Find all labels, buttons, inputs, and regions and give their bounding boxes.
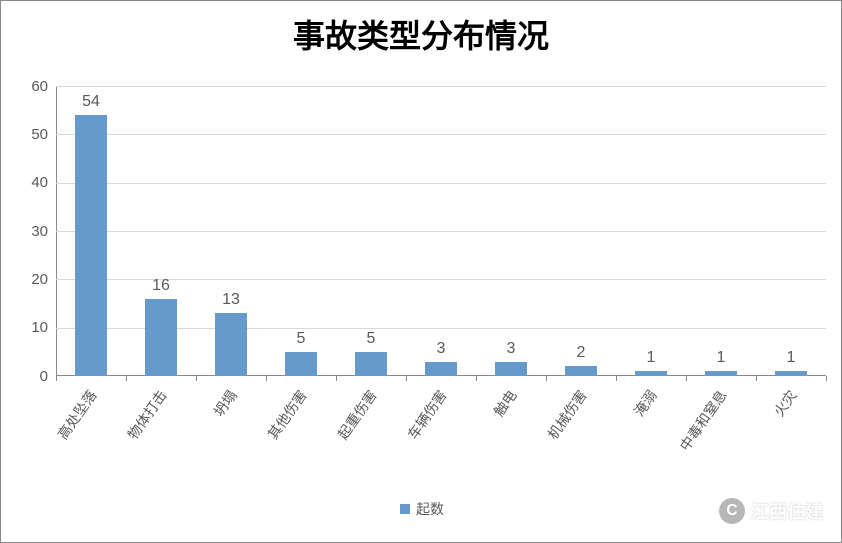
- y-tick-label: 60: [8, 78, 48, 95]
- bar-value-label: 16: [126, 277, 196, 295]
- watermark-text: 江西住建: [751, 498, 823, 524]
- bar: [565, 366, 597, 376]
- grid-line: [56, 183, 826, 184]
- bar-value-label: 1: [686, 349, 756, 367]
- x-category-label: 高处坠落: [53, 386, 102, 443]
- x-category-label: 火灾: [769, 386, 801, 420]
- chart-title: 事故类型分布情况: [1, 11, 841, 57]
- y-tick-label: 40: [8, 174, 48, 191]
- legend: 起数: [1, 499, 842, 519]
- x-tick-mark: [686, 376, 687, 381]
- bar: [635, 371, 667, 376]
- x-tick-mark: [266, 376, 267, 381]
- bar: [775, 371, 807, 376]
- chart-container: 事故类型分布情况 010203040506054高处坠落16物体打击13坍塌5其…: [0, 0, 842, 543]
- bar-value-label: 5: [336, 330, 406, 348]
- grid-line: [56, 231, 826, 232]
- bar: [495, 362, 527, 377]
- x-tick-mark: [196, 376, 197, 381]
- plot-area: 010203040506054高处坠落16物体打击13坍塌5其他伤害5起重伤害3…: [56, 86, 826, 376]
- x-tick-mark: [406, 376, 407, 381]
- x-tick-mark: [336, 376, 337, 381]
- legend-swatch: [400, 504, 410, 514]
- bar: [145, 299, 177, 376]
- bar-value-label: 1: [616, 349, 686, 367]
- y-tick-label: 30: [8, 223, 48, 240]
- x-tick-mark: [616, 376, 617, 381]
- bar-value-label: 2: [546, 344, 616, 362]
- x-tick-mark: [56, 376, 57, 381]
- bar-value-label: 5: [266, 330, 336, 348]
- legend-label: 起数: [416, 499, 444, 519]
- bar: [285, 352, 317, 376]
- watermark-icon: C: [719, 498, 745, 524]
- x-tick-mark: [826, 376, 827, 381]
- bar: [355, 352, 387, 376]
- bar-value-label: 1: [756, 349, 826, 367]
- bar: [75, 115, 107, 376]
- bar-value-label: 13: [196, 291, 266, 309]
- watermark: C 江西住建: [719, 498, 823, 524]
- x-category-label: 坍塌: [209, 386, 241, 420]
- bar: [425, 362, 457, 377]
- bar: [215, 313, 247, 376]
- x-category-label: 机械伤害: [543, 386, 592, 443]
- x-category-label: 起重伤害: [333, 386, 382, 443]
- x-tick-mark: [476, 376, 477, 381]
- y-tick-label: 10: [8, 319, 48, 336]
- x-category-label: 中毒和窒息: [675, 386, 732, 455]
- x-tick-mark: [126, 376, 127, 381]
- x-category-label: 淹溺: [629, 386, 661, 420]
- x-category-label: 物体打击: [123, 386, 172, 443]
- bar-value-label: 54: [56, 93, 126, 111]
- x-tick-mark: [756, 376, 757, 381]
- y-tick-label: 50: [8, 126, 48, 143]
- grid-line: [56, 86, 826, 87]
- x-category-label: 触电: [489, 386, 521, 420]
- bar-value-label: 3: [406, 340, 476, 358]
- y-tick-label: 20: [8, 271, 48, 288]
- y-tick-label: 0: [8, 368, 48, 385]
- x-category-label: 车辆伤害: [403, 386, 452, 443]
- x-category-label: 其他伤害: [263, 386, 312, 443]
- x-tick-mark: [546, 376, 547, 381]
- grid-line: [56, 134, 826, 135]
- bar-value-label: 3: [476, 340, 546, 358]
- bar: [705, 371, 737, 376]
